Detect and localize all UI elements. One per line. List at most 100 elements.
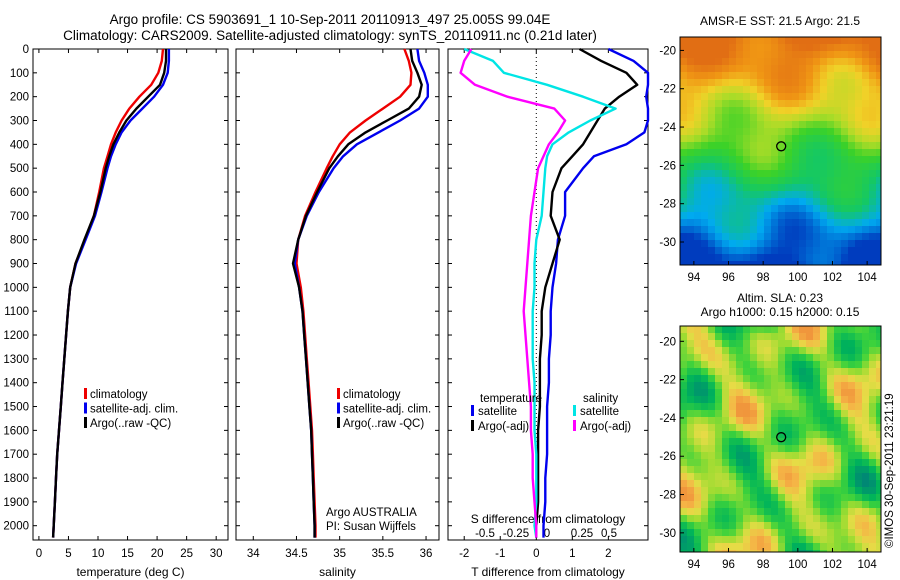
map-cell	[785, 219, 793, 227]
map-cell	[736, 529, 744, 537]
map-cell	[827, 452, 835, 460]
x-tick-label: 0	[533, 548, 539, 560]
map-cell	[869, 396, 877, 404]
map-cell	[708, 522, 716, 530]
map-cell	[694, 212, 702, 220]
map-cell	[834, 205, 842, 213]
map-cell	[806, 100, 814, 108]
map-cell	[841, 100, 849, 108]
map-cell	[694, 375, 702, 383]
depth-tick-label: 1800	[3, 473, 29, 485]
map-cell	[701, 170, 709, 178]
map-cell	[694, 466, 702, 474]
map-cell	[764, 107, 772, 115]
map-cell	[799, 354, 807, 362]
map-cell	[743, 424, 751, 432]
map-cell	[862, 79, 870, 87]
map-cell	[701, 156, 709, 164]
map-cell	[799, 44, 807, 52]
map-cell	[736, 254, 744, 262]
map-cell	[778, 254, 786, 262]
map-cell	[785, 128, 793, 136]
map-cell	[869, 65, 877, 73]
map-cell	[778, 326, 786, 334]
map-cell	[715, 515, 723, 523]
map-cell	[736, 128, 744, 136]
map-cell	[750, 529, 758, 537]
map-cell	[680, 191, 688, 199]
map-cell	[736, 522, 744, 530]
map-cell	[834, 198, 842, 206]
map-cell	[841, 135, 849, 143]
sst-map-title: AMSR-E SST: 21.5 Argo: 21.5	[699, 14, 861, 28]
map-cell	[687, 198, 695, 206]
map-cell	[869, 326, 877, 334]
map-cell	[799, 170, 807, 178]
map-cell	[750, 417, 758, 425]
map-cell	[876, 347, 881, 355]
map-cell	[792, 177, 800, 185]
map-cell	[806, 254, 814, 262]
map-cell	[876, 135, 881, 143]
map-cell	[743, 247, 751, 255]
map-cell	[722, 163, 730, 171]
map-cell	[841, 326, 849, 334]
map-cell	[848, 254, 856, 262]
map-cell	[792, 417, 800, 425]
map-cell	[708, 361, 716, 369]
map-cell	[820, 473, 828, 481]
map-cell	[687, 58, 695, 66]
map-cell	[694, 396, 702, 404]
map-cell	[680, 396, 688, 404]
map-cell	[876, 431, 881, 439]
map-cell	[722, 536, 730, 544]
map-cell	[792, 191, 800, 199]
map-cell	[743, 473, 751, 481]
depth-tick-label: 1700	[3, 449, 29, 461]
map-cell	[764, 254, 772, 262]
map-cell	[736, 205, 744, 213]
map-cell	[827, 114, 835, 122]
map-cell	[792, 100, 800, 108]
map-cell	[806, 261, 814, 265]
map-cell	[778, 156, 786, 164]
map-cell	[736, 480, 744, 488]
map-cell	[708, 37, 716, 45]
map-cell	[855, 368, 863, 376]
map-cell	[743, 403, 751, 411]
map-cell	[862, 452, 870, 460]
map-cell	[841, 354, 849, 362]
map-cell	[771, 79, 779, 87]
map-cell	[848, 86, 856, 94]
map-cell	[757, 114, 765, 122]
map-cell	[757, 550, 765, 552]
map-cell	[841, 44, 849, 52]
map-cell	[834, 466, 842, 474]
depth-tick-label: 600	[10, 187, 29, 199]
map-cell	[785, 375, 793, 383]
map-cell	[722, 114, 730, 122]
map-cell	[736, 508, 744, 516]
map-cell	[855, 445, 863, 453]
map-cell	[869, 508, 877, 516]
map-cell	[869, 177, 877, 185]
map-cell	[715, 396, 723, 404]
map-cell	[771, 494, 779, 502]
legend-label: satellite	[580, 406, 619, 418]
map-cell	[715, 254, 723, 262]
map-cell	[715, 459, 723, 467]
map-cell	[848, 37, 856, 45]
map-cell	[687, 333, 695, 341]
map-cell	[792, 410, 800, 418]
map-cell	[750, 382, 758, 390]
map-cell	[715, 37, 723, 45]
map-cell	[764, 333, 772, 341]
map-cell	[785, 410, 793, 418]
map-cell	[694, 121, 702, 129]
map-cell	[813, 438, 821, 446]
map-cell	[785, 170, 793, 178]
map-cell	[785, 205, 793, 213]
map-cell	[680, 205, 688, 213]
map-cell	[757, 529, 765, 537]
map-cell	[813, 424, 821, 432]
